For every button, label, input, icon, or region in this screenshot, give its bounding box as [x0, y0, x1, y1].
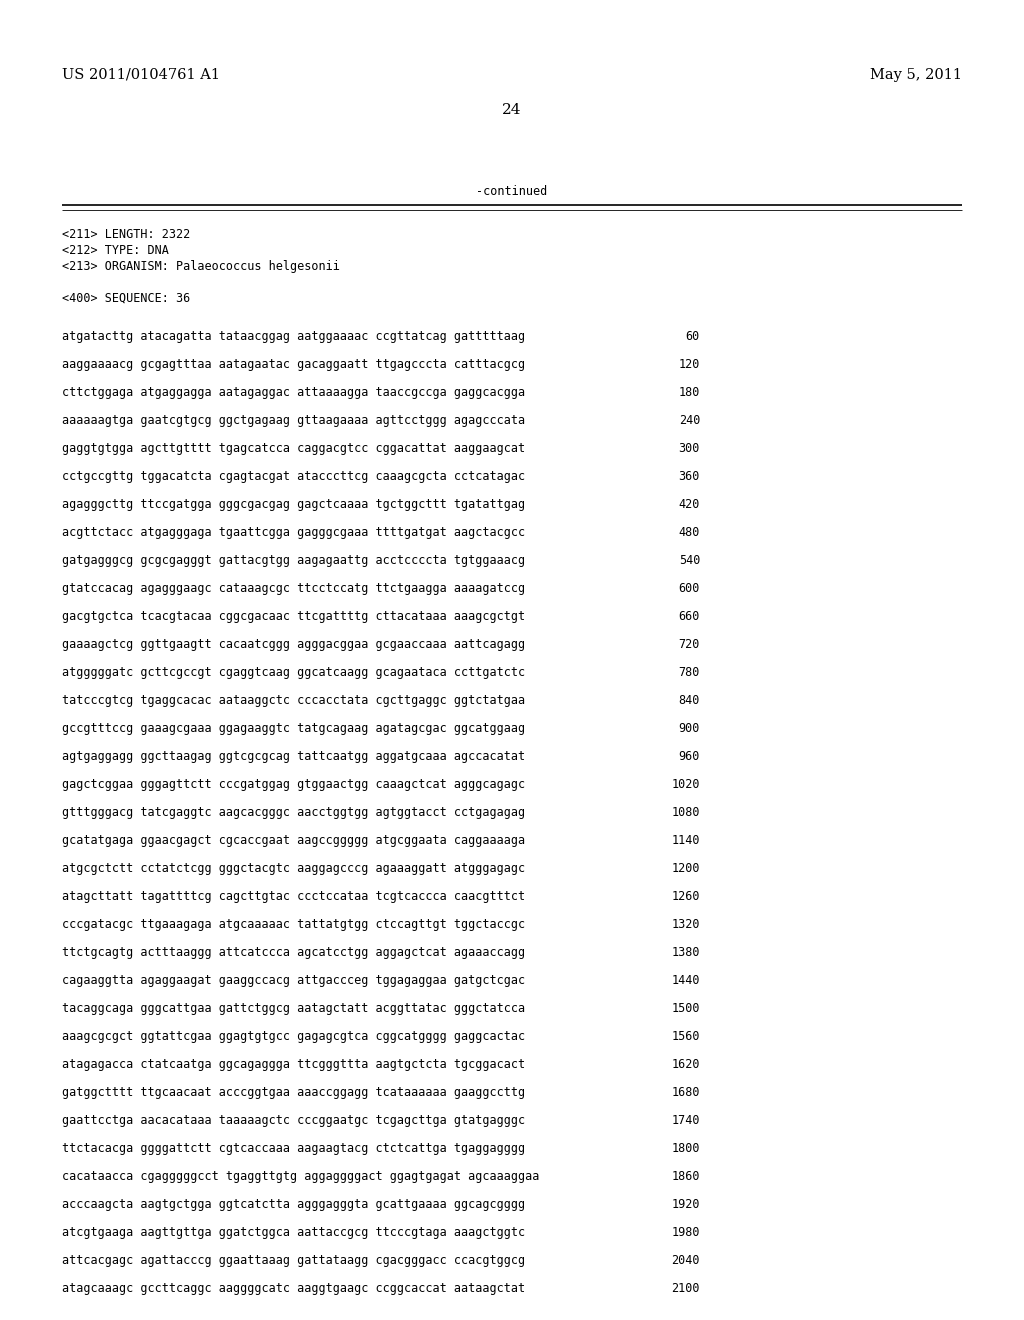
Text: 360: 360 — [679, 470, 700, 483]
Text: 1800: 1800 — [672, 1142, 700, 1155]
Text: 1320: 1320 — [672, 917, 700, 931]
Text: 120: 120 — [679, 358, 700, 371]
Text: gaattcctga aacacataaa taaaaagctc cccggaatgc tcgagcttga gtatgagggc: gaattcctga aacacataaa taaaaagctc cccggaa… — [62, 1114, 525, 1127]
Text: cttctggaga atgaggagga aatagaggac attaaaagga taaccgccga gaggcacgga: cttctggaga atgaggagga aatagaggac attaaaa… — [62, 385, 525, 399]
Text: aaagcgcgct ggtattcgaa ggagtgtgcc gagagcgtca cggcatgggg gaggcactac: aaagcgcgct ggtattcgaa ggagtgtgcc gagagcg… — [62, 1030, 525, 1043]
Text: tacaggcaga gggcattgaa gattctggcg aatagctatt acggttatac gggctatcca: tacaggcaga gggcattgaa gattctggcg aatagct… — [62, 1002, 525, 1015]
Text: 1200: 1200 — [672, 862, 700, 875]
Text: 60: 60 — [686, 330, 700, 343]
Text: atgggggatc gcttcgccgt cgaggtcaag ggcatcaagg gcagaataca ccttgatctc: atgggggatc gcttcgccgt cgaggtcaag ggcatca… — [62, 667, 525, 678]
Text: aaaaaagtga gaatcgtgcg ggctgagaag gttaagaaaa agttcctggg agagcccata: aaaaaagtga gaatcgtgcg ggctgagaag gttaaga… — [62, 414, 525, 426]
Text: gacgtgctca tcacgtacaa cggcgacaac ttcgattttg cttacataaa aaagcgctgt: gacgtgctca tcacgtacaa cggcgacaac ttcgatt… — [62, 610, 525, 623]
Text: gtatccacag agagggaagc cataaagcgc ttcctccatg ttctgaagga aaaagatccg: gtatccacag agagggaagc cataaagcgc ttcctcc… — [62, 582, 525, 595]
Text: 1980: 1980 — [672, 1226, 700, 1239]
Text: 720: 720 — [679, 638, 700, 651]
Text: 1380: 1380 — [672, 946, 700, 960]
Text: cagaaggtta agaggaagat gaaggccacg attgaccceg tggagaggaa gatgctcgac: cagaaggtta agaggaagat gaaggccacg attgacc… — [62, 974, 525, 987]
Text: 1920: 1920 — [672, 1199, 700, 1210]
Text: 240: 240 — [679, 414, 700, 426]
Text: atagcaaagc gccttcaggc aaggggcatc aaggtgaagc ccggcaccat aataagctat: atagcaaagc gccttcaggc aaggggcatc aaggtga… — [62, 1282, 525, 1295]
Text: 1140: 1140 — [672, 834, 700, 847]
Text: 1860: 1860 — [672, 1170, 700, 1183]
Text: 2100: 2100 — [672, 1282, 700, 1295]
Text: <211> LENGTH: 2322: <211> LENGTH: 2322 — [62, 228, 190, 242]
Text: attcacgagc agattacccg ggaattaaag gattataagg cgacgggacc ccacgtggcg: attcacgagc agattacccg ggaattaaag gattata… — [62, 1254, 525, 1267]
Text: 1560: 1560 — [672, 1030, 700, 1043]
Text: gaaaagctcg ggttgaagtt cacaatcggg agggacggaa gcgaaccaaa aattcagagg: gaaaagctcg ggttgaagtt cacaatcggg agggacg… — [62, 638, 525, 651]
Text: acccaagcta aagtgctgga ggtcatctta agggagggta gcattgaaaa ggcagcgggg: acccaagcta aagtgctgga ggtcatctta agggagg… — [62, 1199, 525, 1210]
Text: 24: 24 — [502, 103, 522, 117]
Text: 900: 900 — [679, 722, 700, 735]
Text: atgatacttg atacagatta tataacggag aatggaaaac ccgttatcag gatttttaag: atgatacttg atacagatta tataacggag aatggaa… — [62, 330, 525, 343]
Text: 780: 780 — [679, 667, 700, 678]
Text: gatggctttt ttgcaacaat acccggtgaa aaaccggagg tcataaaaaa gaaggccttg: gatggctttt ttgcaacaat acccggtgaa aaaccgg… — [62, 1086, 525, 1100]
Text: ttctacacga ggggattctt cgtcaccaaa aagaagtacg ctctcattga tgaggagggg: ttctacacga ggggattctt cgtcaccaaa aagaagt… — [62, 1142, 525, 1155]
Text: 1680: 1680 — [672, 1086, 700, 1100]
Text: gaggtgtgga agcttgtttt tgagcatcca caggacgtcc cggacattat aaggaagcat: gaggtgtgga agcttgtttt tgagcatcca caggacg… — [62, 442, 525, 455]
Text: -continued: -continued — [476, 185, 548, 198]
Text: <400> SEQUENCE: 36: <400> SEQUENCE: 36 — [62, 292, 190, 305]
Text: 1740: 1740 — [672, 1114, 700, 1127]
Text: 1620: 1620 — [672, 1059, 700, 1071]
Text: aaggaaaacg gcgagtttaa aatagaatac gacaggaatt ttgagcccta catttacgcg: aaggaaaacg gcgagtttaa aatagaatac gacagga… — [62, 358, 525, 371]
Text: 960: 960 — [679, 750, 700, 763]
Text: 2040: 2040 — [672, 1254, 700, 1267]
Text: 1440: 1440 — [672, 974, 700, 987]
Text: <213> ORGANISM: Palaeococcus helgesonii: <213> ORGANISM: Palaeococcus helgesonii — [62, 260, 340, 273]
Text: cctgccgttg tggacatcta cgagtacgat atacccttcg caaagcgcta cctcatagac: cctgccgttg tggacatcta cgagtacgat ataccct… — [62, 470, 525, 483]
Text: agagggcttg ttccgatgga gggcgacgag gagctcaaaa tgctggcttt tgatattgag: agagggcttg ttccgatgga gggcgacgag gagctca… — [62, 498, 525, 511]
Text: gccgtttccg gaaagcgaaa ggagaaggtc tatgcagaag agatagcgac ggcatggaag: gccgtttccg gaaagcgaaa ggagaaggtc tatgcag… — [62, 722, 525, 735]
Text: ttctgcagtg actttaaggg attcatccca agcatcctgg aggagctcat agaaaccagg: ttctgcagtg actttaaggg attcatccca agcatcc… — [62, 946, 525, 960]
Text: atcgtgaaga aagttgttga ggatctggca aattaccgcg ttcccgtaga aaagctggtc: atcgtgaaga aagttgttga ggatctggca aattacc… — [62, 1226, 525, 1239]
Text: 300: 300 — [679, 442, 700, 455]
Text: atagagacca ctatcaatga ggcagaggga ttcgggttta aagtgctcta tgcggacact: atagagacca ctatcaatga ggcagaggga ttcgggt… — [62, 1059, 525, 1071]
Text: 840: 840 — [679, 694, 700, 708]
Text: 1260: 1260 — [672, 890, 700, 903]
Text: tatcccgtcg tgaggcacac aataaggctc cccacctata cgcttgaggc ggtctatgaa: tatcccgtcg tgaggcacac aataaggctc cccacct… — [62, 694, 525, 708]
Text: agtgaggagg ggcttaagag ggtcgcgcag tattcaatgg aggatgcaaa agccacatat: agtgaggagg ggcttaagag ggtcgcgcag tattcaa… — [62, 750, 525, 763]
Text: 180: 180 — [679, 385, 700, 399]
Text: 660: 660 — [679, 610, 700, 623]
Text: atagcttatt tagattttcg cagcttgtac ccctccataa tcgtcaccca caacgtttct: atagcttatt tagattttcg cagcttgtac ccctcca… — [62, 890, 525, 903]
Text: gatgagggcg gcgcgagggt gattacgtgg aagagaattg acctccccta tgtggaaacg: gatgagggcg gcgcgagggt gattacgtgg aagagaa… — [62, 554, 525, 568]
Text: atgcgctctt cctatctcgg gggctacgtc aaggagcccg agaaaggatt atgggagagc: atgcgctctt cctatctcgg gggctacgtc aaggagc… — [62, 862, 525, 875]
Text: US 2011/0104761 A1: US 2011/0104761 A1 — [62, 69, 220, 82]
Text: gtttgggacg tatcgaggtc aagcacgggc aacctggtgg agtggtacct cctgagagag: gtttgggacg tatcgaggtc aagcacgggc aacctgg… — [62, 807, 525, 818]
Text: May 5, 2011: May 5, 2011 — [870, 69, 962, 82]
Text: cccgatacgc ttgaaagaga atgcaaaaac tattatgtgg ctccagttgt tggctaccgc: cccgatacgc ttgaaagaga atgcaaaaac tattatg… — [62, 917, 525, 931]
Text: 540: 540 — [679, 554, 700, 568]
Text: 480: 480 — [679, 525, 700, 539]
Text: 420: 420 — [679, 498, 700, 511]
Text: 1500: 1500 — [672, 1002, 700, 1015]
Text: gagctcggaa gggagttctt cccgatggag gtggaactgg caaagctcat agggcagagc: gagctcggaa gggagttctt cccgatggag gtggaac… — [62, 777, 525, 791]
Text: 1080: 1080 — [672, 807, 700, 818]
Text: 1020: 1020 — [672, 777, 700, 791]
Text: acgttctacc atgagggaga tgaattcgga gagggcgaaa ttttgatgat aagctacgcc: acgttctacc atgagggaga tgaattcgga gagggcg… — [62, 525, 525, 539]
Text: cacataacca cgagggggcct tgaggttgtg aggaggggact ggagtgagat agcaaaggaa: cacataacca cgagggggcct tgaggttgtg aggagg… — [62, 1170, 540, 1183]
Text: <212> TYPE: DNA: <212> TYPE: DNA — [62, 244, 169, 257]
Text: gcatatgaga ggaacgagct cgcaccgaat aagccggggg atgcggaata caggaaaaga: gcatatgaga ggaacgagct cgcaccgaat aagccgg… — [62, 834, 525, 847]
Text: 600: 600 — [679, 582, 700, 595]
